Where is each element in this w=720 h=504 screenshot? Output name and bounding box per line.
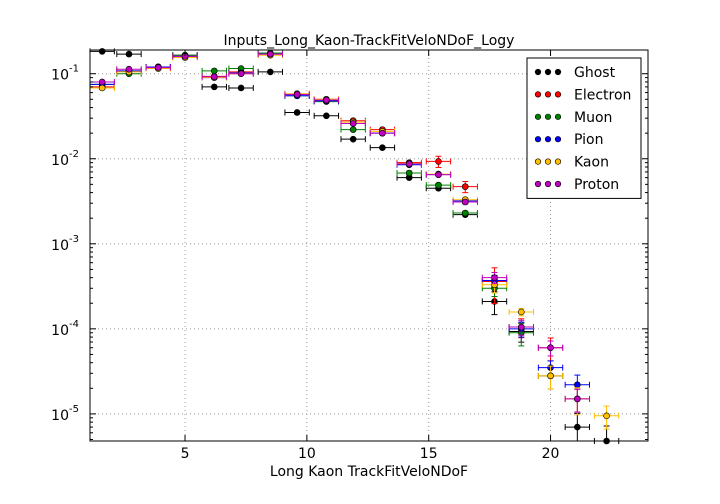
legend-marker bbox=[544, 91, 552, 98]
data-point bbox=[547, 372, 554, 380]
data-point bbox=[98, 48, 106, 55]
legend-item-kaon: Kaon bbox=[534, 155, 609, 171]
y-tick-label: 10 bbox=[51, 153, 69, 169]
data-point bbox=[293, 91, 301, 98]
data-point bbox=[405, 160, 413, 168]
legend-marker bbox=[534, 68, 542, 76]
data-point bbox=[574, 423, 581, 431]
legend-marker bbox=[534, 113, 542, 120]
data-point bbox=[237, 84, 245, 92]
data-point bbox=[379, 144, 386, 151]
data-point bbox=[461, 198, 469, 206]
y-tick-exponent: -3 bbox=[69, 234, 79, 245]
y-tick-exponent: -1 bbox=[69, 64, 79, 75]
series-proton bbox=[89, 50, 591, 413]
data-point bbox=[461, 209, 469, 217]
x-axis-label: Long Kaon TrackFitVeloNDoF bbox=[270, 464, 468, 480]
data-point bbox=[574, 381, 581, 389]
y-tick-label: 10 bbox=[51, 68, 69, 84]
data-point bbox=[98, 78, 106, 86]
data-point bbox=[574, 395, 581, 403]
data-point bbox=[435, 171, 442, 178]
legend-marker bbox=[554, 158, 562, 165]
x-tick-label: 15 bbox=[420, 446, 438, 462]
data-point bbox=[210, 73, 218, 81]
data-point bbox=[154, 64, 162, 71]
legend-marker bbox=[554, 180, 562, 188]
legend-marker bbox=[534, 158, 542, 165]
x-tick-label: 20 bbox=[542, 446, 560, 462]
y-tick-exponent: -4 bbox=[69, 319, 79, 330]
x-tick-label: 5 bbox=[181, 446, 190, 462]
y-tick-label: 10 bbox=[51, 408, 69, 424]
chart-title: Inputs_Long_Kaon-TrackFitVeloNDoF_Logy bbox=[224, 33, 515, 49]
data-point bbox=[267, 50, 274, 58]
data-point bbox=[125, 50, 133, 58]
y-tick-label: 10 bbox=[51, 323, 69, 339]
data-point bbox=[603, 412, 610, 420]
plot-area-frame bbox=[89, 49, 649, 442]
y-tick-exponent: -5 bbox=[69, 404, 79, 415]
data-point bbox=[379, 129, 386, 137]
x-tick-label: 10 bbox=[298, 446, 316, 462]
legend-marker bbox=[544, 113, 552, 120]
data-point bbox=[210, 83, 218, 91]
data-point bbox=[517, 323, 525, 331]
data-point bbox=[323, 96, 330, 104]
legend-marker bbox=[544, 180, 552, 188]
data-point bbox=[210, 67, 218, 75]
data-point bbox=[323, 112, 330, 120]
data-point bbox=[349, 135, 357, 143]
legend-marker bbox=[554, 136, 562, 143]
data-point bbox=[517, 308, 525, 316]
legend-item-electron: Electron bbox=[534, 87, 631, 103]
data-point bbox=[349, 120, 357, 127]
legend-marker bbox=[534, 91, 542, 98]
legend-marker bbox=[554, 68, 562, 76]
data-point bbox=[293, 109, 301, 116]
legend-marker bbox=[544, 136, 552, 143]
data-point bbox=[405, 169, 413, 177]
legend-marker bbox=[534, 180, 542, 188]
data-point bbox=[491, 274, 498, 281]
legend-item-muon: Muon bbox=[534, 110, 612, 126]
legend: Ghost Electron Muon Pion Kaon Proton bbox=[526, 57, 642, 199]
legend-marker bbox=[554, 91, 562, 98]
data-point bbox=[547, 344, 554, 352]
legend-label: Pion bbox=[574, 132, 603, 148]
y-tick-exponent: -2 bbox=[69, 149, 79, 160]
legend-label: Ghost bbox=[574, 65, 616, 81]
legend-marker bbox=[554, 113, 562, 120]
data-point bbox=[267, 68, 274, 76]
legend-marker bbox=[534, 136, 542, 143]
data-point bbox=[349, 126, 357, 133]
data-point bbox=[125, 65, 133, 73]
data-point bbox=[98, 84, 106, 92]
legend-marker bbox=[544, 68, 552, 76]
data-point bbox=[435, 158, 442, 165]
legend-box bbox=[526, 57, 642, 199]
legend-item-proton: Proton bbox=[534, 177, 619, 193]
legend-label: Kaon bbox=[574, 155, 609, 171]
legend-item-ghost: Ghost bbox=[534, 65, 616, 81]
legend-label: Proton bbox=[574, 177, 619, 193]
legend-marker bbox=[544, 158, 552, 165]
legend-label: Muon bbox=[574, 110, 612, 126]
legend-label: Electron bbox=[574, 87, 631, 103]
legend-item-pion: Pion bbox=[534, 132, 603, 148]
data-point bbox=[237, 70, 245, 78]
data-point bbox=[461, 183, 469, 190]
y-tick-label: 10 bbox=[51, 238, 69, 254]
data-point bbox=[435, 181, 442, 189]
